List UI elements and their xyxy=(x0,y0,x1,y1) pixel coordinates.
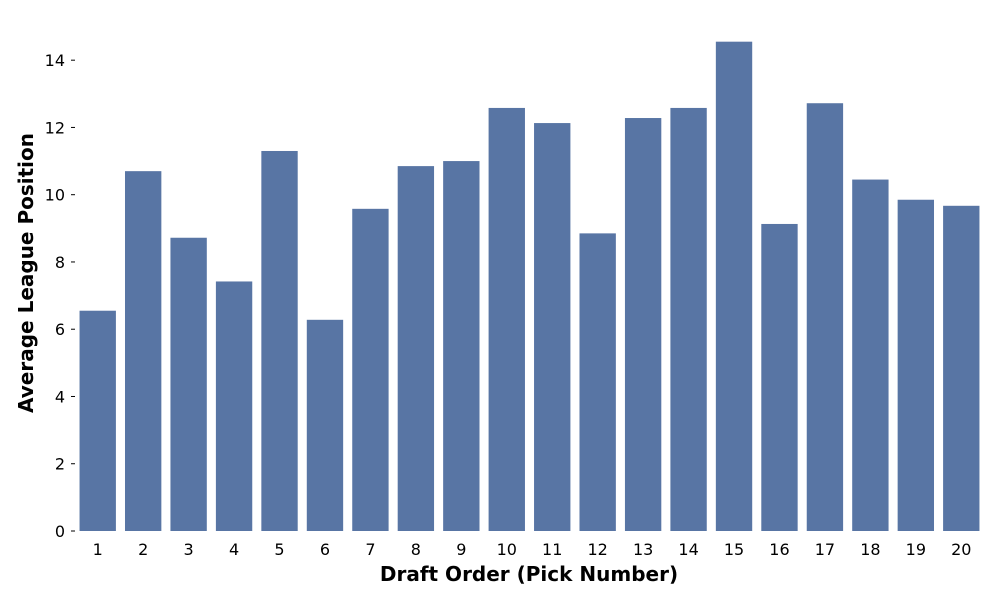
y-tick-label: 12 xyxy=(45,118,65,137)
y-tick-label: 6 xyxy=(55,320,65,339)
x-tick-label: 17 xyxy=(815,540,835,559)
bar-pick-10 xyxy=(488,107,525,532)
bar-pick-20 xyxy=(943,205,980,531)
y-tick-label: 4 xyxy=(55,387,65,406)
x-tick-label: 2 xyxy=(138,540,148,559)
x-tick-label: 19 xyxy=(906,540,926,559)
x-tick-label: 12 xyxy=(587,540,607,559)
x-tick-label: 6 xyxy=(320,540,330,559)
bar-pick-1 xyxy=(79,310,116,531)
x-tick-label: 13 xyxy=(633,540,653,559)
x-axis-label: Draft Order (Pick Number) xyxy=(380,562,678,586)
bar-pick-9 xyxy=(443,161,480,532)
x-tick-label: 15 xyxy=(724,540,744,559)
x-tick-label: 7 xyxy=(365,540,375,559)
bar-pick-14 xyxy=(670,107,707,532)
x-tick-label: 8 xyxy=(411,540,421,559)
x-tick-label: 16 xyxy=(769,540,789,559)
bars-group xyxy=(79,41,980,532)
x-tick-label: 11 xyxy=(542,540,562,559)
bar-pick-8 xyxy=(397,166,435,531)
x-tick-label: 3 xyxy=(184,540,194,559)
y-axis-ticks: 0 2 4 6 8 10 12 14 xyxy=(45,51,75,541)
bar-pick-13 xyxy=(624,118,662,532)
bar-pick-7 xyxy=(352,208,389,531)
x-axis-ticks: 1 2 3 4 5 6 7 8 9 10 11 12 13 14 15 16 17 18 19 20 xyxy=(93,540,972,559)
bar-pick-6 xyxy=(306,319,344,531)
bar-pick-19 xyxy=(897,199,935,531)
bar-pick-2 xyxy=(124,171,162,531)
x-tick-label: 9 xyxy=(456,540,466,559)
y-tick-label: 2 xyxy=(55,455,65,474)
bar-pick-15 xyxy=(715,41,753,531)
bar-pick-17 xyxy=(806,103,844,531)
bar-pick-5 xyxy=(261,150,298,532)
bar-pick-12 xyxy=(579,233,616,531)
bar-pick-18 xyxy=(852,179,889,531)
bar-pick-11 xyxy=(534,123,571,531)
y-tick-label: 8 xyxy=(55,253,65,272)
x-tick-label: 10 xyxy=(497,540,517,559)
x-tick-label: 5 xyxy=(274,540,284,559)
x-tick-label: 4 xyxy=(229,540,239,559)
x-tick-label: 20 xyxy=(951,540,971,559)
x-tick-label: 1 xyxy=(93,540,103,559)
y-tick-label: 14 xyxy=(45,51,65,70)
y-tick-label: 0 xyxy=(55,522,65,541)
bar-pick-4 xyxy=(215,281,253,531)
x-tick-label: 14 xyxy=(678,540,698,559)
y-axis-label: Average League Position xyxy=(14,133,38,413)
bar-pick-16 xyxy=(761,223,798,531)
x-tick-label: 18 xyxy=(860,540,880,559)
bar-pick-3 xyxy=(170,237,207,531)
y-tick-label: 10 xyxy=(45,186,65,205)
